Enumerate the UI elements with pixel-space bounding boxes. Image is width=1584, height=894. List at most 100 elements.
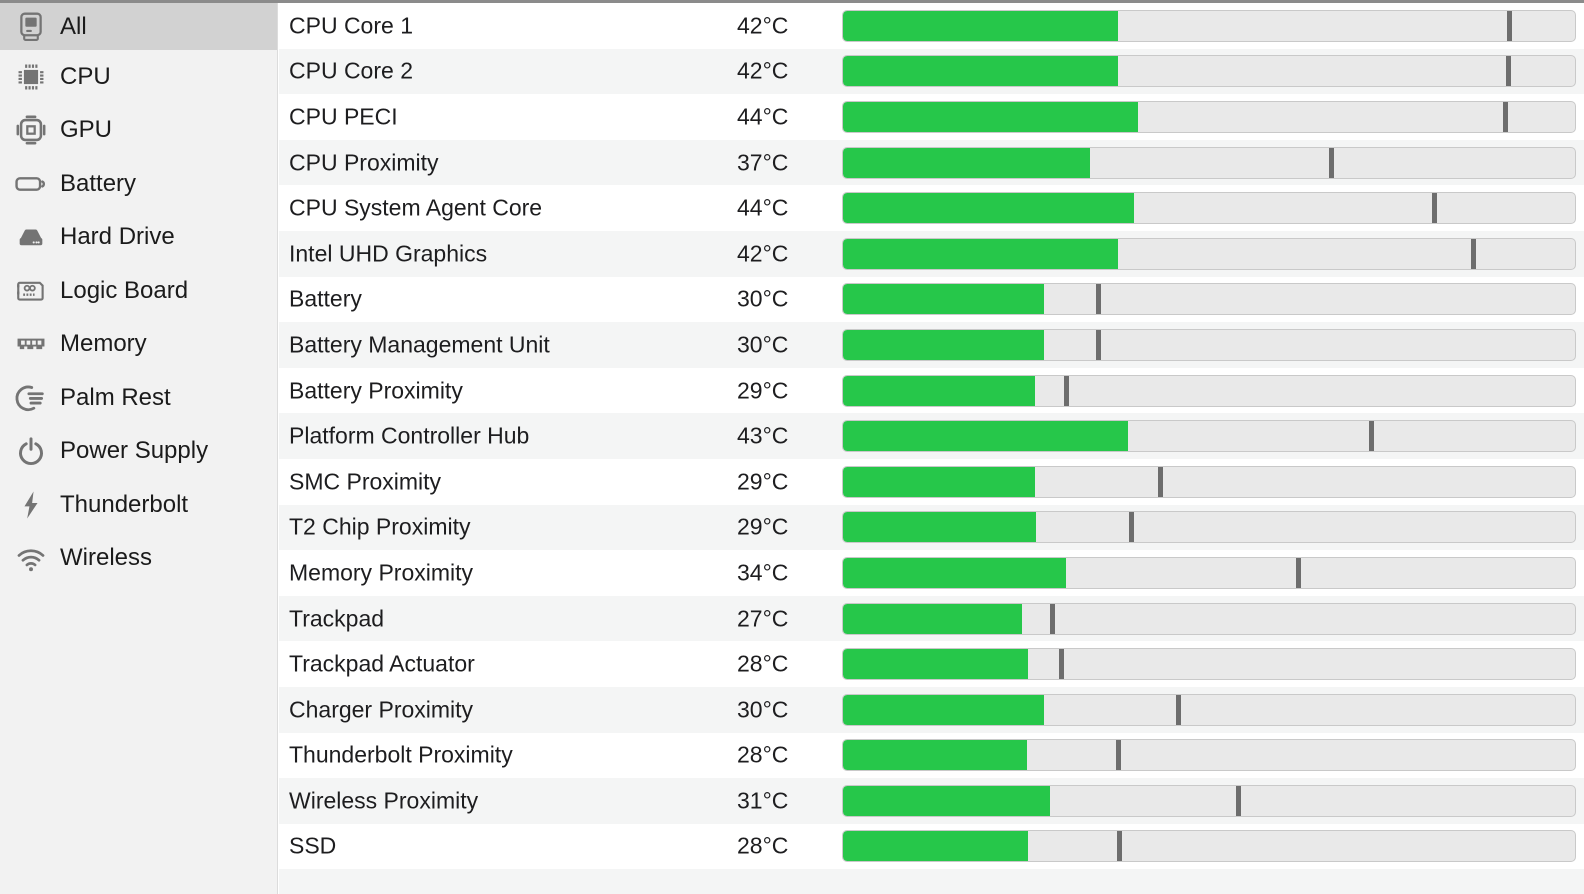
sensor-temp: 29°C — [737, 513, 789, 540]
sensor-temp: 29°C — [737, 377, 789, 404]
temp-bar-max-tick — [1050, 603, 1056, 634]
sidebar-item-palm-rest[interactable]: Palm Rest — [0, 371, 277, 425]
sensor-row: Intel UHD Graphics 42°C — [279, 230, 1584, 277]
sidebar-item-logic-board[interactable]: Logic Board — [0, 264, 277, 318]
sidebar-item-gpu[interactable]: GPU — [0, 104, 277, 158]
temp-bar — [842, 100, 1576, 133]
sensor-name: CPU Core 1 — [289, 12, 413, 39]
sidebar-item-power-supply[interactable]: Power Supply — [0, 425, 277, 479]
temp-bar-max-tick — [1431, 193, 1437, 224]
sidebar-item-hard-drive[interactable]: Hard Drive — [0, 211, 277, 265]
sensor-temp: 27°C — [737, 605, 789, 632]
power-supply-icon — [12, 433, 49, 470]
temp-bar — [842, 602, 1576, 635]
sensor-row: CPU Proximity 37°C — [279, 139, 1584, 186]
temp-bar — [842, 237, 1576, 270]
temp-bar-fill — [843, 193, 1135, 224]
sensor-row: Battery Management Unit 30°C — [279, 322, 1584, 368]
temp-bar-max-tick — [1507, 10, 1513, 41]
sensor-name: Battery Management Unit — [289, 331, 550, 358]
sensor-row: Platform Controller Hub 43°C — [279, 413, 1584, 459]
temp-bar-fill — [843, 10, 1118, 41]
sensor-list: CPU Core 1 42°C CPU Core 2 42°C CPU PECI… — [279, 3, 1584, 894]
temp-bar — [842, 283, 1576, 316]
temp-bar-fill — [843, 375, 1035, 406]
sensor-name: Wireless Proximity — [289, 787, 479, 814]
temp-bar-fill — [843, 785, 1051, 816]
classic-mac-icon — [12, 8, 49, 45]
sidebar-item-label: Memory — [60, 330, 147, 358]
sensor-name: Battery Proximity — [289, 377, 463, 404]
temp-bar-fill — [843, 649, 1029, 680]
sensor-name: Memory Proximity — [289, 559, 474, 586]
temp-bar-fill — [843, 466, 1035, 497]
temp-bar — [842, 420, 1576, 453]
sensor-row: Trackpad 27°C — [279, 595, 1584, 642]
temp-bar-fill — [843, 101, 1138, 132]
temp-bar — [842, 9, 1576, 42]
temp-bar — [842, 739, 1576, 772]
temp-bar-max-tick — [1129, 512, 1135, 543]
sidebar-item-all[interactable]: All — [0, 3, 277, 50]
sidebar-item-label: All — [60, 12, 87, 40]
temp-bar-max-tick — [1176, 694, 1182, 725]
sensor-temp: 29°C — [737, 468, 789, 495]
window-top-border — [0, 0, 1584, 3]
sensor-name: Platform Controller Hub — [289, 422, 530, 449]
sidebar-item-wireless[interactable]: Wireless — [0, 532, 277, 586]
temp-bar-max-tick — [1059, 649, 1065, 680]
sidebar-item-label: CPU — [60, 62, 111, 90]
temp-bar-fill — [843, 694, 1044, 725]
sensor-temp: 43°C — [737, 422, 789, 449]
temp-bar-max-tick — [1328, 147, 1334, 178]
palm-rest-icon — [12, 379, 49, 416]
sensor-name: SSD — [289, 832, 337, 859]
sensor-row: CPU System Agent Core 44°C — [279, 185, 1584, 231]
sensor-row: SMC Proximity 29°C — [279, 458, 1584, 505]
wireless-icon — [12, 540, 49, 577]
sidebar-item-cpu[interactable]: CPU — [0, 50, 277, 104]
thunderbolt-icon — [12, 486, 49, 523]
temp-bar-max-tick — [1236, 785, 1242, 816]
logic-board-icon — [12, 272, 49, 309]
temp-bar-fill — [843, 147, 1090, 178]
temp-bar — [842, 830, 1576, 863]
sensor-name: Trackpad — [289, 605, 385, 632]
sidebar-item-label: Logic Board — [60, 276, 189, 304]
sidebar-item-label: Palm Rest — [60, 383, 171, 411]
memory-icon — [12, 326, 49, 363]
temp-bar — [842, 146, 1576, 179]
sensor-name: CPU PECI — [289, 103, 398, 130]
sidebar-item-battery[interactable]: Battery — [0, 157, 277, 211]
sensor-temp: 34°C — [737, 559, 789, 586]
sensor-temp: 30°C — [737, 285, 789, 312]
sidebar-item-label: Thunderbolt — [60, 490, 189, 518]
sensor-temp: 28°C — [737, 650, 789, 677]
temp-bar-fill — [843, 512, 1037, 543]
sidebar-item-thunderbolt[interactable]: Thunderbolt — [0, 478, 277, 532]
temp-bar-fill — [843, 831, 1029, 862]
sensor-row: Battery 30°C — [279, 276, 1584, 323]
temp-bar-max-tick — [1157, 466, 1163, 497]
sensor-temp: 44°C — [737, 103, 789, 130]
sensor-row: Thunderbolt Proximity 28°C — [279, 732, 1584, 779]
temp-bar — [842, 648, 1576, 681]
sensor-name: Trackpad Actuator — [289, 650, 475, 677]
temp-bar-max-tick — [1096, 284, 1102, 315]
sensor-row: Trackpad Actuator 28°C — [279, 641, 1584, 687]
sensor-temp: 37°C — [737, 149, 789, 176]
gpu-chip-icon — [12, 112, 49, 149]
sensor-temp: 30°C — [737, 696, 789, 723]
sensor-name: CPU System Agent Core — [289, 194, 543, 221]
sensor-temp: 42°C — [737, 57, 789, 84]
temp-bar-fill — [843, 56, 1118, 87]
sidebar-item-memory[interactable]: Memory — [0, 318, 277, 372]
sensor-temp: 44°C — [737, 194, 789, 221]
temp-bar-max-tick — [1115, 740, 1121, 771]
sensor-name: Thunderbolt Proximity — [289, 741, 513, 768]
temp-bar — [842, 328, 1576, 361]
temp-bar-fill — [843, 603, 1022, 634]
temp-bar — [842, 465, 1576, 498]
temp-bar — [842, 511, 1576, 544]
